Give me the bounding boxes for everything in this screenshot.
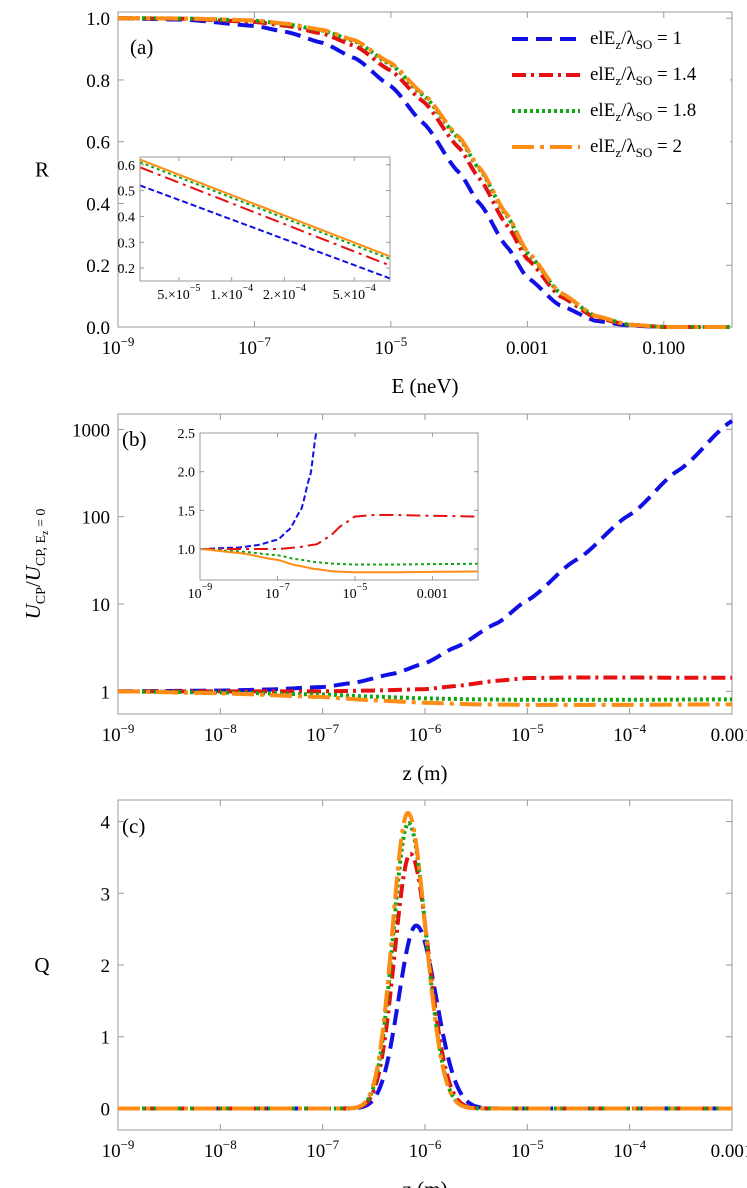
inset-series-line-1 bbox=[199, 432, 318, 551]
main-x-tick-label: 10−4 bbox=[613, 721, 646, 746]
panel-b: 10−9 10−8 10−7 10−6 10−5 10−4 0.001 1 10 100 1000 (… bbox=[21, 413, 747, 785]
panel-c: 10−9 10−8 10−7 10−6 10−5 10−4 0.001 0 1 2 3 4 (c) z (… bbox=[34, 799, 747, 1188]
main-plot-frame bbox=[117, 799, 733, 1131]
main-x-tick-label: 10−7 bbox=[306, 1137, 339, 1162]
series-line-2 bbox=[117, 851, 733, 1111]
series-line-3 bbox=[117, 689, 733, 702]
inset-series-line-4 bbox=[199, 548, 479, 574]
x-axis-label: z (m) bbox=[403, 761, 448, 785]
main-y-tick-label: 0.6 bbox=[86, 133, 110, 154]
inset-y-tick-label: 2.0 bbox=[178, 466, 196, 481]
main-plot-frame bbox=[117, 11, 733, 328]
inset-x-tick-label: 0.001 bbox=[417, 587, 449, 602]
inset-y-tick-label: 1.0 bbox=[178, 543, 196, 558]
inset-x-tick-label: 10−5 bbox=[343, 582, 368, 602]
x-axis-label: z (m) bbox=[403, 1177, 448, 1188]
inset-x-tick-label: 1.×10−4 bbox=[210, 283, 253, 303]
panel-label: (b) bbox=[122, 427, 147, 451]
inset-x-tick-label: 10−9 bbox=[188, 582, 213, 602]
main-x-tick-label: 10−5 bbox=[374, 334, 407, 359]
y-axis-label: R bbox=[35, 158, 49, 182]
inset-background bbox=[140, 157, 390, 281]
panel-a: 10−9 10−7 10−5 0.001 0.100 0.0 0.2 0.4 0.6 0.8 1.0… bbox=[35, 9, 733, 398]
inset-x-tick-label: 5.×10−4 bbox=[333, 283, 376, 303]
inset-plot-frame bbox=[139, 156, 391, 282]
inset-y-tick-label: 0.6 bbox=[118, 159, 136, 174]
series-line-4 bbox=[117, 689, 733, 707]
main-y-tick-label: 0.4 bbox=[86, 194, 110, 215]
panel-label: (c) bbox=[122, 814, 145, 838]
main-x-tick-label: 0.001 bbox=[711, 1141, 747, 1162]
main-x-tick-label: 10−9 bbox=[102, 334, 135, 359]
legend-label: elEz/λSO = 1.8 bbox=[590, 100, 696, 124]
main-y-tick-label: 0 bbox=[101, 1099, 111, 1120]
main-x-tick-label: 10−7 bbox=[238, 334, 271, 359]
main-x-tick-label: 10−5 bbox=[511, 721, 544, 746]
legend: elEz/λSO = 1 elEz/λSO = 1.4 elEz/λSO = 1.8… bbox=[505, 24, 730, 162]
main-y-tick-label: 0.0 bbox=[86, 318, 110, 339]
main-x-tick-label: 0.001 bbox=[506, 338, 549, 359]
inset-y-tick-label: 0.2 bbox=[118, 262, 136, 277]
inset-y-tick-label: 1.5 bbox=[178, 504, 196, 519]
main-x-tick-label: 10−4 bbox=[613, 1137, 646, 1162]
series-line-1 bbox=[117, 923, 733, 1111]
inset-y-tick-label: 2.5 bbox=[178, 427, 196, 442]
x-axis-label: E (neV) bbox=[391, 374, 458, 398]
main-y-tick-label: 4 bbox=[101, 813, 111, 834]
series-line-3 bbox=[117, 820, 733, 1111]
inset-plot-frame bbox=[199, 432, 479, 581]
inset-x-tick-label: 2.×10−4 bbox=[263, 283, 306, 303]
main-x-tick-label: 0.001 bbox=[711, 725, 747, 746]
main-x-tick-label: 10−5 bbox=[511, 1137, 544, 1162]
main-y-tick-label: 1000 bbox=[72, 420, 110, 441]
main-y-tick-label: 0.2 bbox=[86, 256, 110, 277]
series-line-1 bbox=[117, 16, 732, 329]
y-axis-label: Q bbox=[34, 953, 49, 977]
main-x-tick-label: 10−6 bbox=[409, 1137, 442, 1162]
main-y-tick-label: 3 bbox=[101, 884, 111, 905]
main-x-tick-label: 10−7 bbox=[306, 721, 339, 746]
inset-x-tick-label: 5.×10−5 bbox=[157, 283, 200, 303]
inset-series-line-2 bbox=[139, 166, 391, 267]
series-line-1 bbox=[117, 419, 734, 694]
main-x-tick-label: 0.100 bbox=[642, 338, 685, 359]
main-y-tick-label: 10 bbox=[91, 595, 110, 616]
main-x-tick-label: 10−8 bbox=[204, 721, 237, 746]
inset: 5.×10−5 1.×10−4 2.×10−4 5.×10−4 0.2 0.3 0.4 0.5… bbox=[118, 156, 391, 303]
panel-label: (a) bbox=[130, 35, 153, 59]
inset-y-tick-label: 0.4 bbox=[118, 210, 136, 225]
inset-series-line-3 bbox=[139, 161, 391, 260]
main-x-tick-label: 10−6 bbox=[409, 721, 442, 746]
inset-background bbox=[200, 433, 478, 580]
main-y-tick-label: 1 bbox=[101, 682, 111, 703]
series-line-2 bbox=[118, 675, 732, 694]
main-y-tick-label: 2 bbox=[101, 956, 111, 977]
main-y-tick-label: 100 bbox=[82, 508, 111, 529]
inset-y-tick-label: 0.5 bbox=[118, 185, 136, 200]
inset: 10−9 10−7 10−5 0.001 1.0 1.5 2.0 2.5 bbox=[178, 427, 479, 602]
main-y-tick-label: 1 bbox=[101, 1028, 111, 1049]
series-line-4 bbox=[117, 810, 733, 1111]
inset-series-line-2 bbox=[200, 514, 479, 551]
series-line-4 bbox=[117, 16, 732, 329]
inset-series-line-4 bbox=[139, 158, 391, 258]
main-x-tick-label: 10−8 bbox=[204, 1137, 237, 1162]
main-x-tick-label: 10−9 bbox=[102, 721, 135, 746]
inset-x-tick-label: 10−7 bbox=[265, 582, 290, 602]
main-y-tick-label: 1.0 bbox=[86, 9, 110, 30]
inset-y-tick-label: 0.3 bbox=[118, 236, 136, 251]
legend-label: elEz/λSO = 1.4 bbox=[590, 64, 697, 88]
main-y-tick-label: 0.8 bbox=[86, 71, 110, 92]
legend-label: elEz/λSO = 2 bbox=[590, 136, 682, 160]
y-axis-label: UCP/UCP, Ez = 0 bbox=[21, 509, 51, 620]
main-x-tick-label: 10−9 bbox=[102, 1137, 135, 1162]
legend-label: elEz/λSO = 1 bbox=[590, 28, 682, 52]
